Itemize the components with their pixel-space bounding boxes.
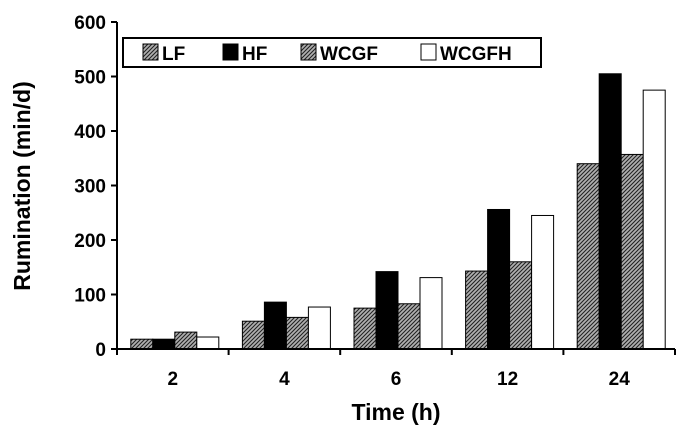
legend-label-wcgfh: WCGFH	[440, 44, 512, 65]
bar-wcgf-24	[620, 153, 644, 350]
bar-hf-2	[152, 338, 176, 350]
bar-wcgfh-12	[531, 214, 555, 350]
y-tick-label-200: 200	[74, 231, 106, 252]
legend-swatch-wcgf	[300, 43, 317, 61]
bar-lf-2	[130, 338, 154, 350]
legend-box	[122, 37, 542, 68]
legend-swatch-lf	[142, 43, 159, 61]
x-tick-label-12: 12	[497, 369, 518, 390]
y-axis-title: Rumination (min/d)	[9, 81, 35, 291]
bar-lf-12	[465, 270, 489, 350]
bar-wcgf-2	[174, 331, 198, 350]
legend-label-lf: LF	[162, 44, 185, 65]
bar-wcgfh-24	[642, 89, 666, 350]
legend-swatch-wcgfh	[420, 43, 437, 61]
x-tick-label-24: 24	[609, 369, 631, 390]
x-tick-label-6: 6	[391, 369, 402, 390]
bar-wcgfh-2	[196, 336, 220, 350]
bar-hf-4	[263, 301, 287, 350]
bar-lf-4	[241, 320, 265, 350]
y-tick-label-600: 600	[74, 13, 106, 34]
legend-label-wcgf: WCGF	[320, 44, 378, 65]
legend: LF HF WCGF WCGFH	[122, 37, 542, 68]
y-tick-label-0: 0	[95, 340, 106, 361]
bar-hf-24	[598, 73, 622, 350]
x-axis-title: Time (h)	[351, 399, 440, 425]
bar-wcgf-6	[397, 303, 421, 350]
legend-swatch-hf	[222, 43, 239, 61]
bar-hf-12	[487, 208, 511, 350]
y-tick-label-500: 500	[74, 68, 106, 89]
bar-wcgf-12	[509, 261, 533, 350]
x-tick-label-4: 4	[279, 369, 290, 390]
bar-wcgfh-6	[419, 277, 443, 350]
legend-label-hf: HF	[242, 44, 267, 65]
bar-hf-6	[375, 271, 399, 350]
bar-lf-24	[576, 163, 600, 350]
y-tick-label-100: 100	[74, 286, 106, 307]
x-tick-label-2: 2	[168, 369, 179, 390]
y-tick-label-400: 400	[74, 122, 106, 143]
y-tick-label-300: 300	[74, 177, 106, 198]
bar-lf-6	[353, 307, 377, 350]
bar-wcgfh-4	[307, 306, 331, 350]
bar-wcgf-4	[285, 316, 309, 350]
